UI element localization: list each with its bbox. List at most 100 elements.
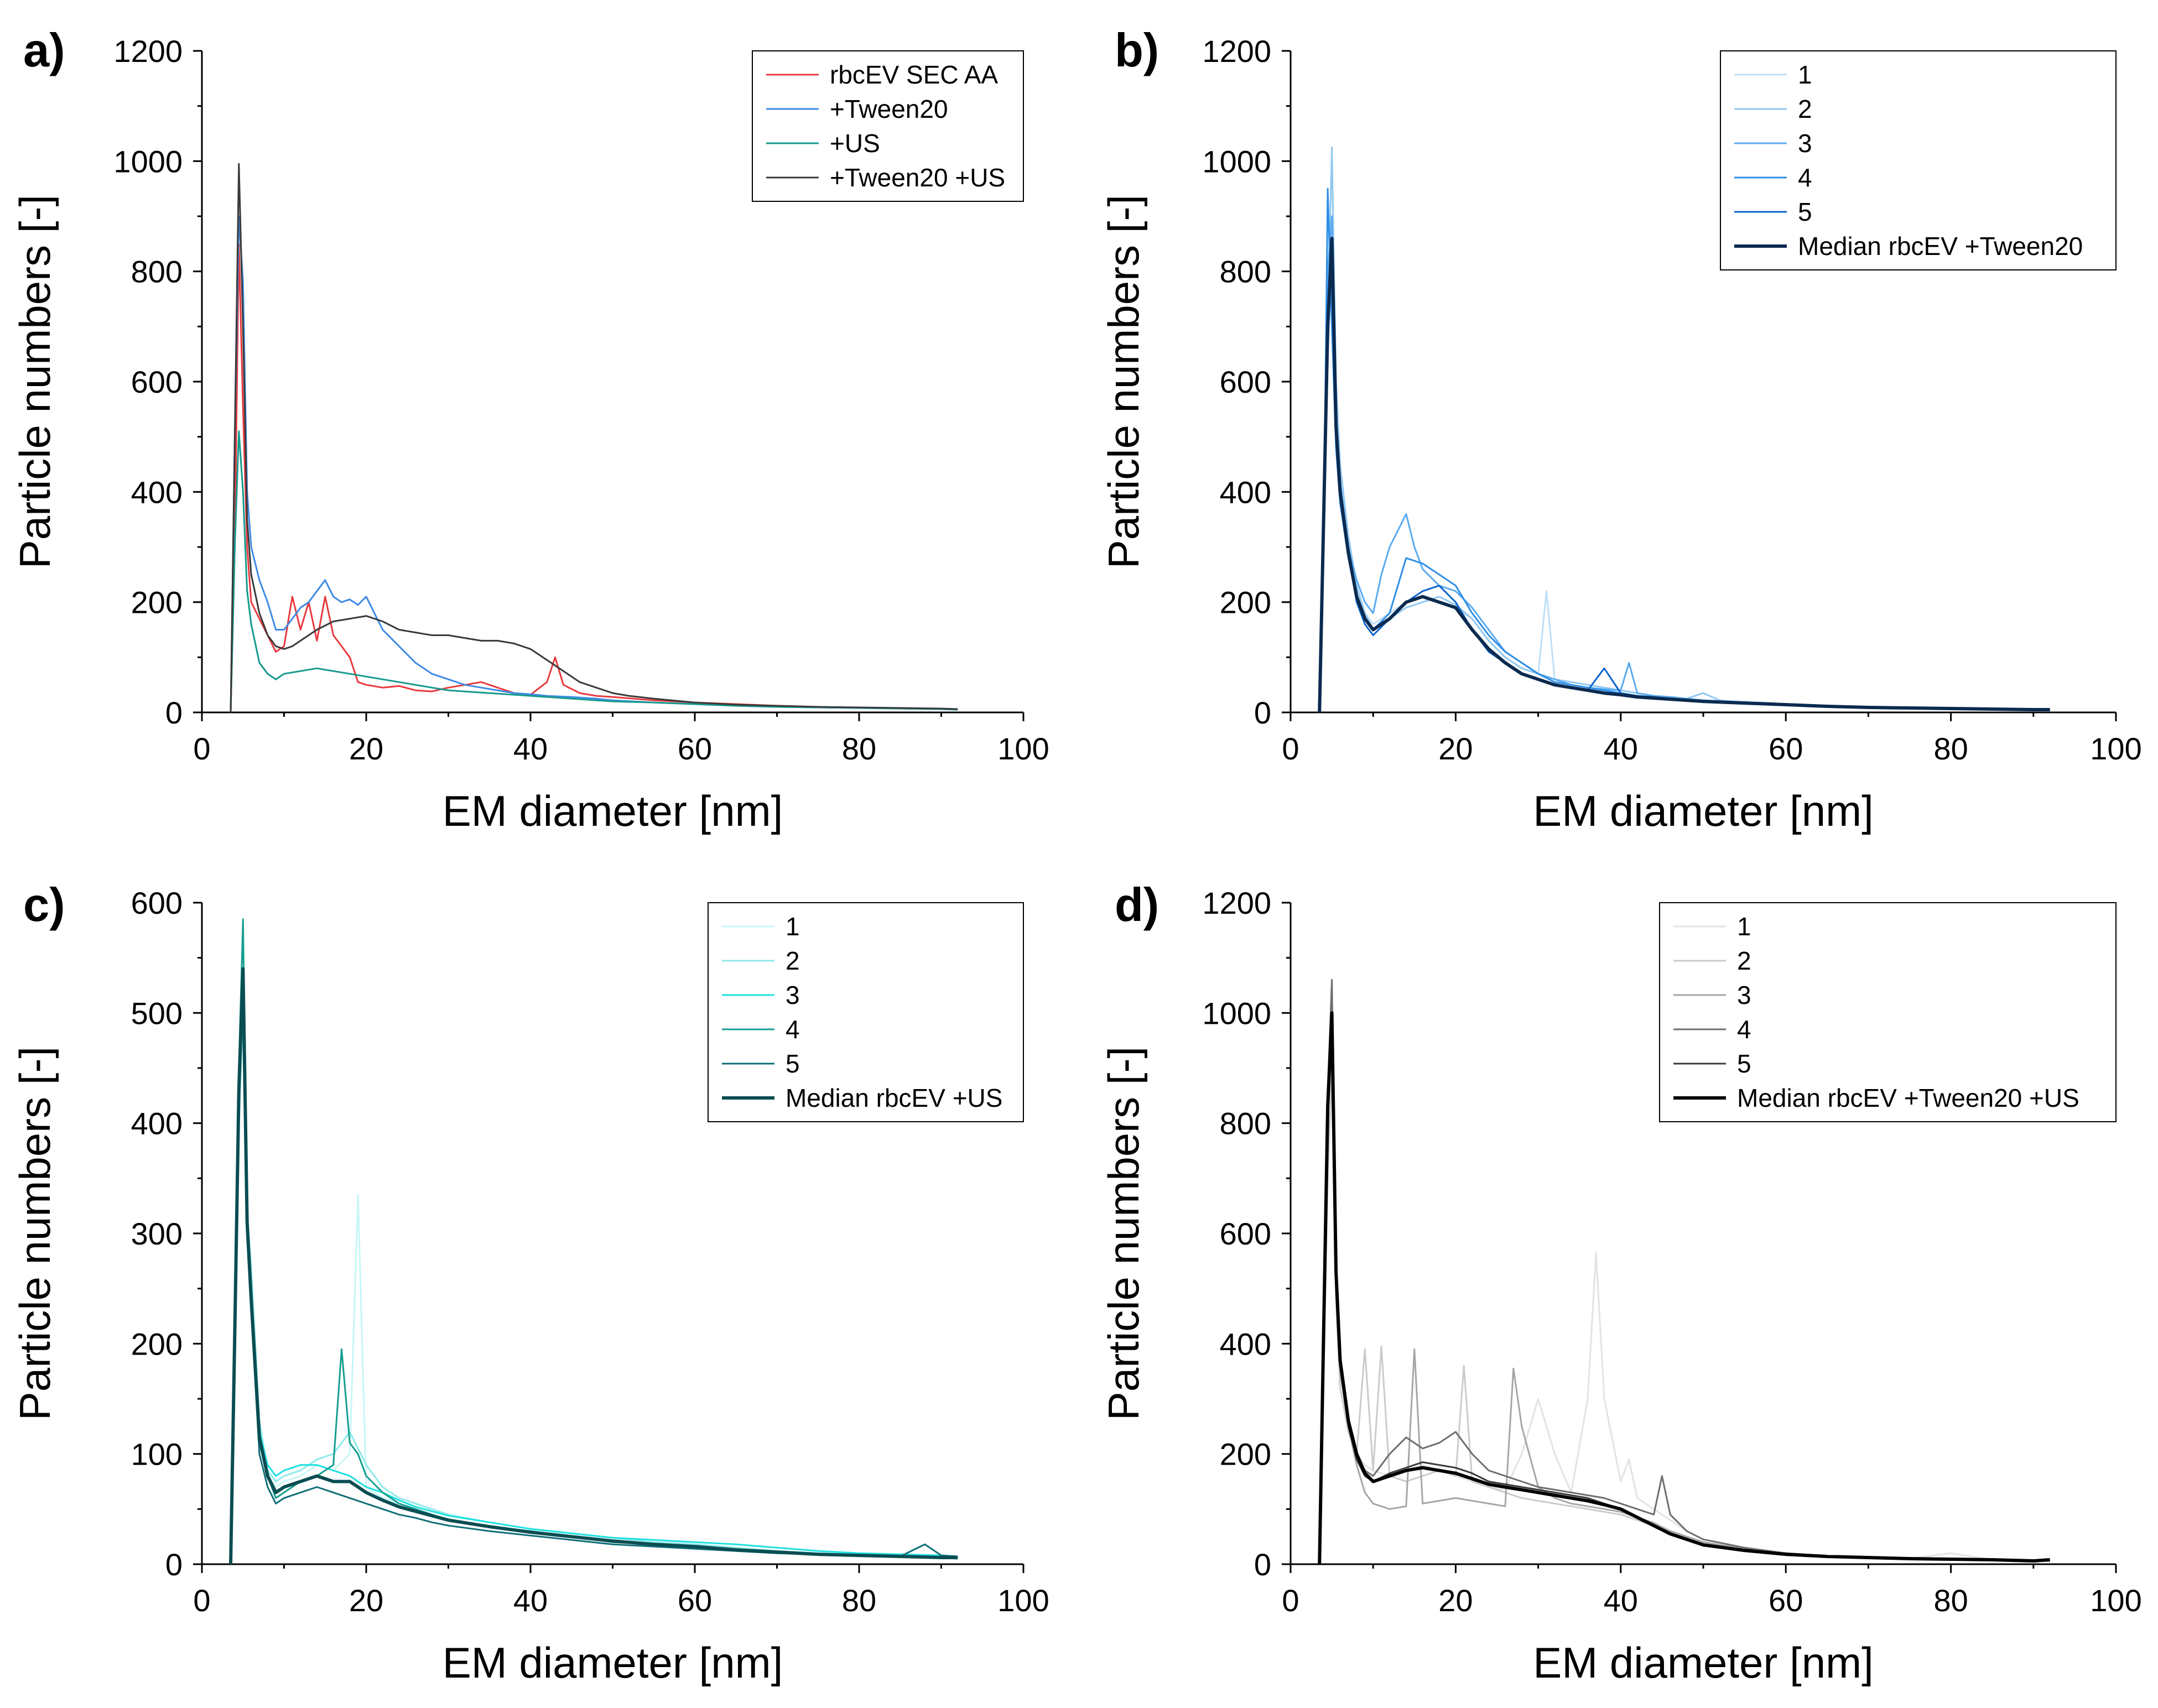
series-line-median-rbcev-tween20-us xyxy=(1318,1011,2050,1565)
y-tick-label: 1000 xyxy=(113,144,183,179)
x-tick-label: 0 xyxy=(1282,1583,1299,1618)
legend-label: 5 xyxy=(786,1049,800,1078)
x-tick-label: 20 xyxy=(1438,1583,1473,1618)
y-axis-title: Particle numbers [-] xyxy=(11,195,59,569)
x-tick-label: 100 xyxy=(2090,1583,2141,1618)
y-tick-label: 1200 xyxy=(113,34,183,69)
x-tick-label: 60 xyxy=(1769,731,1803,766)
legend-label: 4 xyxy=(1798,163,1812,192)
legend-label: rbcEV SEC AA xyxy=(830,60,999,89)
y-tick-label: 200 xyxy=(131,585,183,620)
y-tick-label: 200 xyxy=(131,1326,183,1361)
x-tick-label: 40 xyxy=(1604,1583,1638,1618)
series-line-us xyxy=(230,430,958,713)
x-tick-label: 100 xyxy=(2090,731,2141,766)
panel-letter-a: a) xyxy=(23,24,65,77)
legend-label: 2 xyxy=(786,946,800,975)
legend-label: +Tween20 xyxy=(830,95,948,123)
chart-panel-c: 0 20 40 60 80 100 0 100 200 300 400 500 600 EM diamet… xyxy=(11,886,1049,1687)
y-tick-label: 1200 xyxy=(1202,886,1271,920)
x-tick-label: 100 xyxy=(997,1583,1049,1618)
legend-label: 5 xyxy=(1737,1049,1751,1078)
y-tick-label: 800 xyxy=(1220,254,1271,289)
x-tick-label: 80 xyxy=(842,731,876,766)
y-axis-title: Particle numbers [-] xyxy=(1099,1046,1148,1420)
x-tick-label: 20 xyxy=(349,1583,383,1618)
y-tick-label: 0 xyxy=(165,1547,183,1582)
y-axis-title: Particle numbers [-] xyxy=(1099,195,1148,569)
legend-box xyxy=(708,902,1024,1122)
x-tick-label: 20 xyxy=(1438,731,1473,766)
x-tick-label: 0 xyxy=(1282,731,1299,766)
y-tick-label: 600 xyxy=(131,886,183,920)
legend-label: Median rbcEV +Tween20 xyxy=(1798,232,2083,261)
x-tick-label: 80 xyxy=(1933,731,1968,766)
legend-label: 3 xyxy=(1737,981,1751,1009)
panel-letter-b: b) xyxy=(1115,24,1159,77)
y-tick-label: 300 xyxy=(131,1216,183,1251)
series-line-median-rbcev-tween20 xyxy=(1318,236,2050,713)
x-tick-label: 60 xyxy=(1769,1583,1803,1618)
legend-label: 5 xyxy=(1798,197,1812,226)
y-tick-label: 500 xyxy=(131,996,183,1030)
x-axis-title: EM diameter [nm] xyxy=(1533,1638,1874,1687)
x-tick-label: 40 xyxy=(1604,731,1638,766)
x-tick-label: 60 xyxy=(678,731,712,766)
legend-box xyxy=(1720,50,2117,270)
legend-label: 2 xyxy=(1737,946,1751,975)
x-tick-label: 100 xyxy=(997,731,1049,766)
series-line-median-rbcev-us xyxy=(229,967,958,1565)
y-tick-label: 200 xyxy=(1220,1437,1271,1472)
y-tick-label: 200 xyxy=(1220,585,1271,620)
legend-label: Median rbcEV +Tween20 +US xyxy=(1737,1084,2079,1112)
legend-label: 1 xyxy=(1798,60,1812,89)
y-axis-title: Particle numbers [-] xyxy=(11,1046,59,1420)
legend-label: 3 xyxy=(1798,129,1812,158)
x-tick-label: 0 xyxy=(193,1583,210,1618)
legend-label: 3 xyxy=(786,981,800,1009)
y-tick-label: 400 xyxy=(1220,1326,1271,1361)
y-tick-label: 600 xyxy=(1220,1216,1271,1251)
legend-box xyxy=(752,50,1024,202)
x-tick-label: 80 xyxy=(842,1583,876,1618)
legend-label: Median rbcEV +US xyxy=(786,1084,1002,1112)
x-tick-label: 40 xyxy=(513,1583,548,1618)
y-tick-label: 600 xyxy=(1220,364,1271,399)
y-tick-label: 400 xyxy=(131,475,183,509)
y-tick-label: 0 xyxy=(1254,1547,1271,1582)
x-axis-title: EM diameter [nm] xyxy=(443,1638,783,1687)
y-tick-label: 600 xyxy=(131,364,183,399)
legend-label: 1 xyxy=(786,912,800,941)
y-tick-label: 100 xyxy=(131,1437,183,1472)
panel-letter-d: d) xyxy=(1115,879,1159,931)
y-tick-label: 400 xyxy=(131,1106,183,1141)
x-tick-label: 0 xyxy=(193,731,210,766)
panel-letter-c: c) xyxy=(23,879,65,931)
legend-box xyxy=(1659,902,2117,1122)
x-tick-label: 20 xyxy=(349,731,383,766)
x-tick-label: 40 xyxy=(513,731,548,766)
legend-label: +US xyxy=(830,129,880,158)
x-axis-title: EM diameter [nm] xyxy=(443,787,783,835)
legend-label: 4 xyxy=(786,1015,800,1044)
legend-label: 1 xyxy=(1737,912,1751,941)
legend-label: +Tween20 +US xyxy=(830,163,1005,192)
y-tick-label: 1200 xyxy=(1202,34,1271,69)
y-tick-label: 800 xyxy=(1220,1106,1271,1141)
y-tick-label: 400 xyxy=(1220,475,1271,509)
y-tick-label: 0 xyxy=(165,695,183,730)
x-tick-label: 60 xyxy=(678,1583,712,1618)
y-tick-label: 1000 xyxy=(1202,144,1271,179)
legend-label: 2 xyxy=(1798,95,1812,123)
y-tick-label: 0 xyxy=(1254,695,1271,730)
x-tick-label: 80 xyxy=(1933,1583,1968,1618)
y-tick-label: 1000 xyxy=(1202,996,1271,1030)
legend-label: 4 xyxy=(1737,1015,1751,1044)
y-tick-label: 800 xyxy=(131,254,183,289)
series-line-tween20-us xyxy=(230,163,958,713)
x-axis-title: EM diameter [nm] xyxy=(1533,787,1874,835)
